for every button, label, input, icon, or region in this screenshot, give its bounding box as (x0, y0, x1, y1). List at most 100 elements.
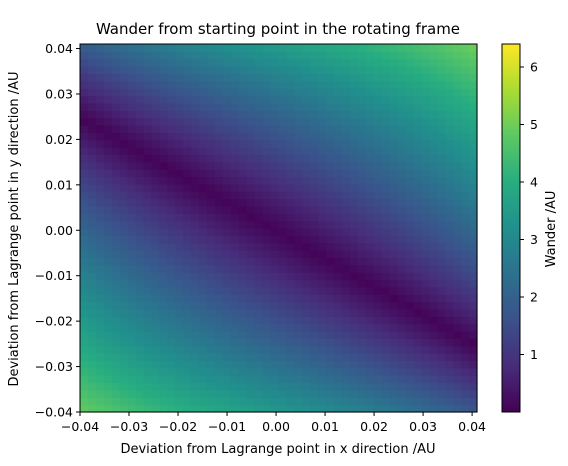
heatmap-cell (453, 161, 462, 170)
heatmap-cell (214, 73, 224, 82)
heatmap-cell (278, 257, 288, 266)
heatmap-cell (270, 169, 280, 178)
heatmap-cell (87, 220, 97, 229)
heatmap-cell (246, 242, 256, 251)
heatmap-cell (87, 264, 97, 273)
heatmap-cell (334, 51, 343, 60)
heatmap-cell (318, 345, 327, 354)
heatmap-cell (127, 353, 137, 362)
heatmap-cell (246, 286, 256, 295)
heatmap-cell (342, 117, 351, 126)
heatmap-cell (183, 73, 192, 82)
heatmap-cell (302, 353, 311, 362)
heatmap-cell (413, 323, 423, 332)
heatmap-cell (373, 389, 383, 398)
heatmap-cell (326, 272, 335, 281)
heatmap-cell (318, 228, 327, 236)
heatmap-cell (127, 73, 137, 82)
heatmap-cell (310, 250, 319, 259)
heatmap-cell (159, 316, 168, 325)
heatmap-cell (95, 294, 105, 303)
heatmap-cell (135, 286, 145, 295)
heatmap-cell (286, 338, 295, 347)
heatmap-cell (151, 73, 160, 82)
heatmap-cell (175, 132, 184, 141)
heatmap-cell (222, 88, 232, 97)
heatmap-cell (207, 220, 216, 229)
heatmap-cell (469, 117, 478, 126)
heatmap-cell (230, 147, 240, 155)
heatmap-cell (405, 308, 415, 317)
heatmap-cell (389, 294, 399, 303)
heatmap-cell (453, 183, 462, 192)
heatmap-cell (87, 338, 97, 347)
heatmap-cell (310, 389, 319, 398)
heatmap-cell (199, 191, 208, 200)
heatmap-cell (87, 198, 97, 207)
heatmap-cell (222, 169, 232, 178)
heatmap-cell (111, 397, 121, 406)
heatmap-cell (175, 301, 184, 310)
heatmap-cell (254, 102, 264, 111)
heatmap-cell (103, 257, 113, 266)
heatmap-cell (87, 294, 97, 303)
heatmap-cell (381, 183, 391, 192)
heatmap-cell (286, 257, 295, 266)
heatmap-cell (127, 147, 137, 155)
heatmap-cell (342, 404, 351, 413)
heatmap-cell (326, 286, 335, 295)
heatmap-cell (461, 66, 470, 75)
heatmap-cell (199, 257, 208, 266)
heatmap-cell (135, 257, 145, 266)
heatmap-cell (87, 345, 97, 354)
heatmap-cell (103, 375, 113, 384)
heatmap-cell (310, 264, 319, 273)
heatmap-cell (381, 213, 391, 222)
heatmap-cell (214, 191, 224, 200)
heatmap-cell (135, 301, 145, 310)
heatmap-cell (437, 66, 446, 75)
heatmap-cell (191, 183, 200, 192)
heatmap-cell (199, 161, 208, 170)
heatmap-cell (453, 242, 462, 251)
heatmap-cell (111, 360, 121, 369)
heatmap-cell (453, 375, 462, 384)
tick-label: 0.03 (45, 86, 73, 101)
heatmap-cell (254, 198, 264, 207)
heatmap-cell (159, 264, 168, 273)
heatmap-cell (167, 132, 176, 141)
heatmap-cell (437, 176, 446, 185)
heatmap-cell (254, 308, 264, 317)
heatmap-cell (95, 404, 105, 413)
heatmap-cell (342, 161, 351, 170)
heatmap-cell (270, 147, 280, 155)
y-axis-label: Deviation from Lagrange point in y direc… (7, 71, 22, 386)
heatmap-cell (342, 147, 351, 155)
heatmap-cell (389, 338, 399, 347)
heatmap-cell (127, 228, 137, 236)
heatmap-cell (135, 139, 145, 148)
heatmap-cell (80, 58, 89, 67)
heatmap-cell (326, 183, 335, 192)
heatmap-cell (373, 183, 383, 192)
heatmap-cell (342, 316, 351, 325)
heatmap-cell (183, 213, 192, 222)
heatmap-cell (151, 132, 160, 141)
heatmap-cell (461, 161, 470, 170)
heatmap-cell (310, 132, 319, 141)
heatmap-cell (429, 44, 438, 52)
heatmap-cell (127, 382, 137, 391)
heatmap-cell (302, 279, 311, 288)
heatmap-cell (389, 124, 399, 133)
heatmap-cell (413, 88, 423, 97)
heatmap-cell (365, 308, 375, 317)
heatmap-cell (429, 250, 438, 259)
heatmap-cell (326, 404, 335, 413)
heatmap-cell (310, 117, 319, 126)
heatmap-cell (278, 360, 288, 369)
heatmap-cell (95, 51, 105, 60)
tick-label: 0.04 (45, 41, 73, 56)
heatmap-cell (334, 331, 343, 339)
heatmap-cell (183, 331, 192, 339)
heatmap-cell (334, 360, 343, 369)
